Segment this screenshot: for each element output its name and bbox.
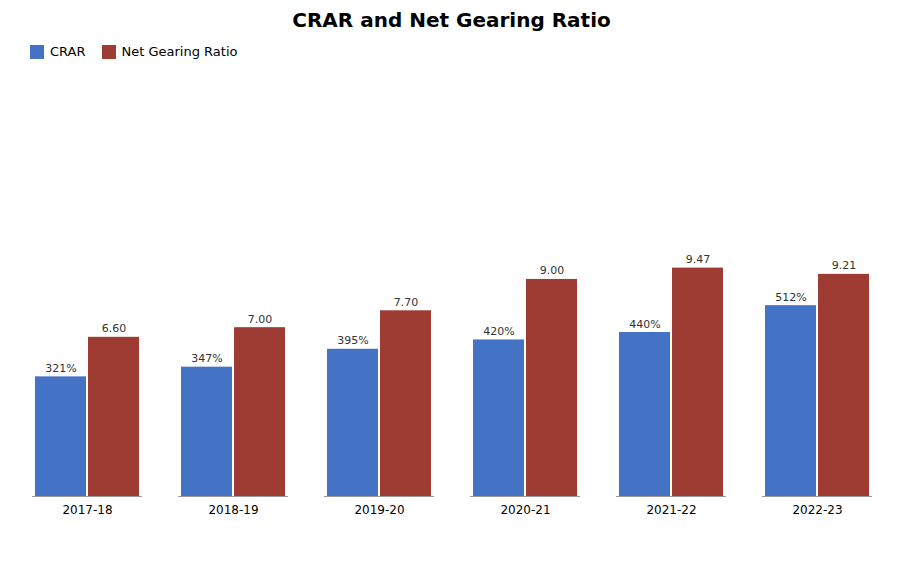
svg-text:9.00: 9.00: [540, 264, 565, 277]
svg-text:9.21: 9.21: [832, 259, 857, 272]
svg-text:321%: 321%: [45, 362, 76, 375]
svg-text:395%: 395%: [337, 334, 368, 347]
svg-text:347%: 347%: [191, 352, 222, 365]
svg-text:6.60: 6.60: [102, 322, 127, 335]
svg-text:2022-23: 2022-23: [792, 503, 842, 517]
svg-text:9.47: 9.47: [686, 253, 711, 266]
html-text:CRAR and Net Gearing Ratio: CRAR and Net Gearing Ratio: [292, 8, 611, 32]
svg-text:2021-22: 2021-22: [646, 503, 696, 517]
svg-text:2020-21: 2020-21: [500, 503, 550, 517]
svg-text:440%: 440%: [629, 318, 660, 331]
svg-text:2017-18: 2017-18: [62, 503, 112, 517]
svg-text:2019-20: 2019-20: [354, 503, 404, 517]
svg-text:420%: 420%: [483, 325, 514, 338]
html-text:Net Gearing Ratio: Net Gearing Ratio: [121, 44, 238, 59]
svg-text:7.70: 7.70: [394, 296, 419, 309]
svg-text:2018-19: 2018-19: [208, 503, 258, 517]
svg-text:512%: 512%: [775, 291, 806, 304]
svg-text:7.00: 7.00: [248, 313, 273, 326]
html-text:CRAR: CRAR: [50, 44, 86, 59]
